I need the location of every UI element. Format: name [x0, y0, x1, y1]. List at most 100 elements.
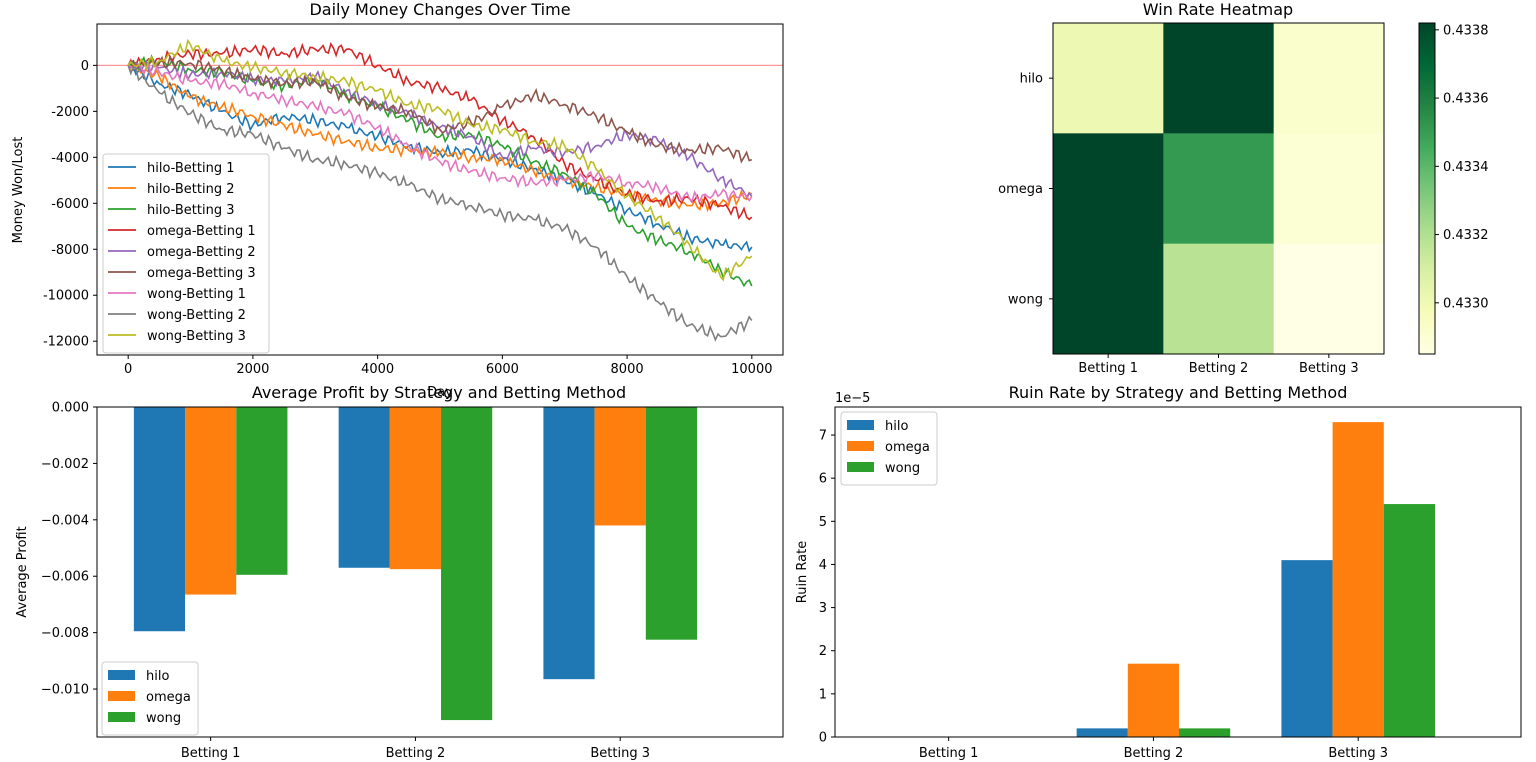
profit-bar-legend: hilo omega wong	[101, 661, 199, 736]
heatmap-row-label: omega	[998, 182, 1043, 197]
y-tick-label: -8000	[51, 243, 89, 258]
heatmap-cell	[1163, 23, 1275, 134]
y-tick-label: -10000	[43, 289, 89, 304]
colorbar-tick-label: 0.4330	[1443, 296, 1489, 311]
bar-wong	[1179, 728, 1231, 737]
series-line-omega-betting-3	[127, 55, 753, 164]
x-tick-label: Betting 2	[1124, 746, 1184, 761]
x-tick-label: Betting 3	[1328, 746, 1388, 761]
series-line-wong-betting-1	[127, 63, 753, 204]
colorbar-tick-label: 0.4336	[1443, 92, 1489, 107]
ruin-bar-scale-label: 1e−5	[835, 391, 870, 406]
heatmap-panel: Win Rate Heatmap Betting 1 Betting 2 Betti…	[998, 0, 1488, 376]
legend-label: omega-Betting 1	[147, 224, 256, 239]
heatmap-frame	[1052, 22, 1385, 355]
legend-label: hilo-Betting 1	[147, 161, 235, 176]
y-tick-label: 0	[819, 731, 827, 746]
bar-wong	[441, 407, 493, 721]
y-tick-label: −0.008	[41, 626, 89, 641]
heatmap-cell	[1053, 23, 1164, 134]
heatmap-title: Win Rate Heatmap	[1143, 0, 1293, 19]
y-tick-label: -12000	[43, 335, 89, 350]
bar-omega	[185, 407, 237, 595]
heatmap-cell	[1053, 243, 1164, 355]
legend-swatch	[108, 670, 135, 680]
legend-label: omega-Betting 2	[147, 245, 256, 260]
profit-bar-title: Average Profit by Strategy and Betting M…	[252, 383, 626, 402]
y-tick-label: 4	[819, 558, 827, 573]
y-tick-label: −0.004	[41, 513, 89, 528]
heatmap-ticks: Betting 1 Betting 2 Betting 3 hilo omega wong	[998, 72, 1358, 376]
legend-swatch	[847, 462, 874, 472]
heatmap-col-label: Betting 1	[1078, 361, 1138, 376]
heatmap-cells	[1053, 23, 1385, 355]
legend-box	[102, 153, 270, 354]
line-chart-title: Daily Money Changes Over Time	[309, 0, 570, 19]
legend-label: wong	[885, 461, 920, 476]
y-tick-label: 2	[819, 644, 827, 659]
y-tick-label: 0.000	[52, 401, 89, 416]
y-tick-label: −0.010	[41, 683, 89, 698]
line-chart-series	[97, 38, 783, 342]
legend-swatch	[847, 420, 874, 430]
bar-wong	[645, 407, 697, 640]
bar-hilo	[1281, 560, 1333, 737]
ruin-bar-title: Ruin Rate by Strategy and Betting Method	[1009, 383, 1348, 402]
legend-label: omega-Betting 3	[147, 266, 256, 281]
series-line-omega-betting-2	[127, 59, 753, 199]
y-tick-label: -2000	[51, 105, 89, 120]
bar-hilo	[543, 407, 595, 680]
x-tick-label: 6000	[486, 362, 519, 377]
series-line-hilo-betting-2	[127, 60, 753, 213]
x-tick-label: 2000	[236, 362, 269, 377]
heatmap-cell	[1273, 243, 1385, 355]
heatmap-cell	[1163, 243, 1275, 355]
x-tick-label: 4000	[361, 362, 394, 377]
profit-bar-ylabel: Average Profit	[15, 526, 30, 617]
colorbar-tick-label: 0.4334	[1443, 160, 1489, 175]
y-tick-label: 3	[819, 601, 827, 616]
y-tick-label: −0.006	[41, 570, 89, 585]
legend-swatch	[847, 441, 874, 451]
bar-hilo	[133, 407, 186, 632]
bar-wong	[1383, 504, 1435, 737]
y-tick-label: -4000	[51, 151, 89, 166]
legend-label: wong	[146, 711, 181, 726]
profit-bars	[133, 407, 697, 721]
y-tick-label: 6	[819, 472, 827, 487]
profit-bar-frame	[96, 406, 784, 738]
ruin-bar-ticks: Betting 1 Betting 2 Betting 3 0 1 2 3 4 5 6 7	[819, 429, 1388, 761]
y-tick-label: 1	[819, 687, 827, 702]
heatmap-col-label: Betting 2	[1189, 361, 1249, 376]
x-tick-label: Betting 1	[919, 746, 979, 761]
profit-bar-panel: Average Profit by Strategy and Betting M…	[15, 383, 784, 762]
legend-label: wong-Betting 1	[147, 287, 246, 302]
x-tick-label: 0	[124, 362, 132, 377]
heatmap-row-label: hilo	[1020, 72, 1043, 87]
heatmap-cell	[1273, 23, 1385, 134]
bar-omega	[594, 407, 646, 526]
y-tick-label: 5	[819, 515, 827, 530]
line-chart-frame	[96, 23, 784, 356]
legend-label: hilo	[146, 669, 169, 684]
line-chart-ticks: 0 2000 4000 6000 8000 10000 0 -2000 -4000 -6000 -8…	[43, 59, 773, 377]
ruin-bar-ylabel: Ruin Rate	[795, 541, 810, 603]
legend-label: omega	[146, 690, 191, 705]
profit-bar-ticks: Betting 1 Betting 2 Betting 3 0.000 −0.002 −0…	[41, 401, 650, 762]
legend-label: hilo	[885, 419, 908, 434]
heatmap-col-label: Betting 3	[1299, 361, 1359, 376]
heatmap-row-label: wong	[1008, 292, 1043, 307]
legend-swatch	[108, 712, 135, 722]
bar-wong	[236, 407, 288, 575]
heatmap-colorbar: 0.4330 0.4332 0.4334 0.4336 0.4338	[1418, 22, 1489, 355]
y-tick-label: 7	[819, 429, 827, 444]
x-tick-label: 8000	[611, 362, 644, 377]
legend-label: wong-Betting 3	[147, 329, 246, 344]
legend-swatch	[108, 691, 135, 701]
bar-omega	[1332, 422, 1384, 737]
ruin-bar-panel: Ruin Rate by Strategy and Betting Method…	[795, 383, 1522, 761]
series-line-omega-betting-1	[127, 41, 753, 221]
ruin-bars	[1076, 422, 1435, 737]
x-tick-label: Betting 1	[181, 746, 241, 761]
